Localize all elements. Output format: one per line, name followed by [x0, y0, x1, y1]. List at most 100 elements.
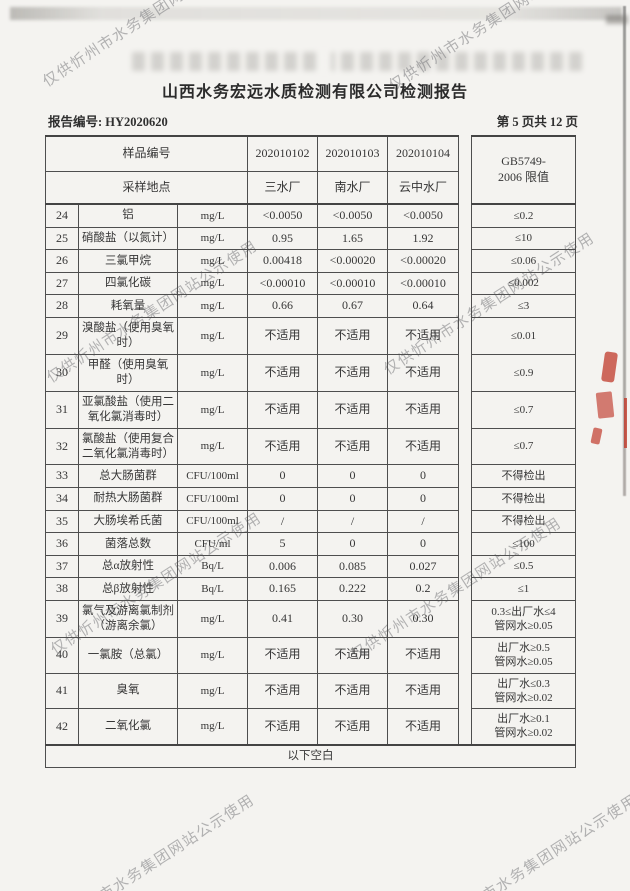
table-row: 33 总大肠菌群 CFU/100ml 0 0 0 不得检出: [45, 464, 577, 489]
scan-smudge-top-right: [606, 15, 628, 24]
val-cell: 0.085: [317, 554, 389, 579]
val-cell: 0.00418: [247, 249, 319, 273]
val-cell: 不适用: [317, 636, 389, 674]
blank-note-row: 以下空白: [44, 743, 577, 768]
sample-id-cell: 202010102: [247, 135, 319, 172]
val-cell: 不适用: [317, 672, 389, 710]
limit-cell: 0.3≤出厂水≤4 管网水≥0.05: [471, 600, 577, 638]
table-header-row-sample-id: 样品编号 202010102 202010103 202010104 GB574…: [44, 135, 577, 205]
name-cell: 一氯胺（总氯）: [78, 636, 178, 674]
table-row: 26 三氯甲烷 mg/L 0.00418 <0.00020 <0.00020 ≤0.06: [45, 249, 577, 273]
table-row: 40 一氯胺（总氯） mg/L 不适用 不适用 不适用 出厂水≥0.5 管网水≥0.05: [45, 636, 577, 674]
val-cell: 0.006: [247, 554, 319, 579]
no-cell: 33: [45, 464, 79, 489]
limit-cell: ≤100: [471, 532, 577, 556]
val-cell: <0.00010: [247, 271, 319, 296]
val-cell: /: [317, 509, 389, 534]
name-cell: 四氯化碳: [78, 271, 178, 296]
no-cell: 26: [45, 249, 79, 273]
table-row: 29 溴酸盐（使用臭氧时） mg/L 不适用 不适用 不适用 ≤0.01: [45, 316, 577, 355]
name-cell: 铝: [78, 202, 178, 228]
limit-cell: ≤0.01: [471, 316, 577, 355]
blank-note-cell: 以下空白: [44, 743, 577, 768]
val-cell: 1.65: [317, 226, 389, 251]
val-cell: 0.30: [387, 600, 460, 638]
val-cell: 0.2: [387, 577, 460, 602]
no-cell: 30: [45, 353, 79, 392]
val-cell: 不适用: [317, 316, 389, 355]
watermark-text: 仅供忻州市水务集团网站公示使用: [423, 791, 630, 891]
no-cell: 25: [45, 226, 79, 251]
name-cell: 氯气及游离氯制剂（游离余氯）: [78, 600, 178, 638]
limit-header-cell: GB5749- 2006 限值: [471, 135, 577, 205]
table-row: 28 耗氧量 mg/L 0.66 0.67 0.64 ≤3: [45, 294, 577, 318]
name-cell: 耗氧量: [78, 294, 178, 318]
val-cell: 0.64: [387, 294, 460, 318]
name-cell: 三氯甲烷: [78, 249, 178, 273]
unit-cell: Bq/L: [176, 554, 249, 579]
no-cell: 41: [45, 672, 79, 710]
table-row: 39 氯气及游离氯制剂（游离余氯） mg/L 0.41 0.30 0.30 0.3≤出厂水≤…: [45, 600, 577, 638]
sample-id-cell: 202010104: [387, 135, 460, 172]
val-cell: 1.92: [387, 226, 460, 251]
val-cell: 不适用: [247, 390, 319, 429]
table-body: 24 铝 mg/L <0.0050 <0.0050 <0.0050 ≤0.2 25 硝酸盐（以氮…: [45, 202, 577, 746]
red-seal-fragment: [595, 391, 615, 419]
limit-cell: 不得检出: [471, 464, 577, 489]
red-seal-fragment: [590, 427, 603, 445]
gap-cell: [458, 428, 473, 465]
gap-cell: [458, 272, 473, 295]
gap-cell: [458, 555, 473, 578]
sample-id-cell: 202010103: [317, 135, 389, 172]
red-seal-fragment: [600, 351, 619, 383]
val-cell: 不适用: [387, 427, 460, 466]
no-cell: 39: [45, 600, 79, 638]
unit-cell: mg/L: [176, 672, 249, 710]
no-cell: 29: [45, 316, 79, 355]
val-cell: 0: [317, 464, 389, 489]
val-cell: 不适用: [317, 708, 389, 746]
scan-edge-line-right: [623, 6, 626, 496]
no-cell: 40: [45, 636, 79, 674]
table-row: 38 总β放射性 Bq/L 0.165 0.222 0.2 ≤1: [45, 577, 577, 602]
no-cell: 36: [45, 532, 79, 556]
gap-cell: [458, 464, 473, 488]
no-cell: 28: [45, 294, 79, 318]
table-row: 37 总α放射性 Bq/L 0.006 0.085 0.027 ≤0.5: [45, 554, 577, 579]
results-table-container: 样品编号 202010102 202010103 202010104 GB574…: [44, 135, 577, 768]
unit-cell: mg/L: [176, 600, 249, 638]
gap-cell: [458, 708, 473, 745]
gap-cell: [458, 637, 473, 673]
unit-cell: mg/L: [176, 353, 249, 392]
val-cell: 不适用: [387, 708, 460, 746]
val-cell: 0: [247, 464, 319, 489]
limit-cell: ≤0.7: [471, 390, 577, 429]
limit-cell: ≤3: [471, 294, 577, 318]
unit-cell: mg/L: [176, 202, 249, 228]
gap-cell: [458, 600, 473, 638]
limit-cell: ≤0.5: [471, 554, 577, 579]
table-row: 30 甲醛（使用臭氧时） mg/L 不适用 不适用 不适用 ≤0.9: [45, 353, 577, 392]
gap-cell: [458, 487, 473, 511]
unit-cell: mg/L: [176, 294, 249, 318]
table-row: 25 硝酸盐（以氮计） mg/L 0.95 1.65 1.92 ≤10: [45, 226, 577, 251]
page-number-info: 第 5 页共 12 页: [496, 115, 578, 129]
unit-cell: mg/L: [176, 271, 249, 296]
name-cell: 亚氯酸盐（使用二氧化氯消毒时）: [78, 390, 178, 429]
no-cell: 35: [45, 509, 79, 534]
val-cell: /: [387, 509, 460, 534]
name-cell: 甲醛（使用臭氧时）: [78, 353, 178, 392]
limit-cell: ≤0.06: [471, 249, 577, 273]
gap-cell: [458, 317, 473, 355]
val-cell: 不适用: [247, 708, 319, 746]
gap-cell: [458, 294, 473, 318]
name-cell: 二氧化氯: [78, 708, 178, 746]
val-cell: 不适用: [247, 427, 319, 466]
limit-cell: ≤10: [471, 226, 577, 251]
gap-cell: [458, 204, 473, 228]
gap-cell: [458, 577, 473, 601]
report-title: 山西水务宏远水质检测有限公司检测报告: [161, 84, 468, 101]
sampling-site-label-cell: 采样地点: [44, 171, 249, 205]
watermark-text: 仅供忻州市水务集团网站公示使用: [40, 791, 258, 891]
